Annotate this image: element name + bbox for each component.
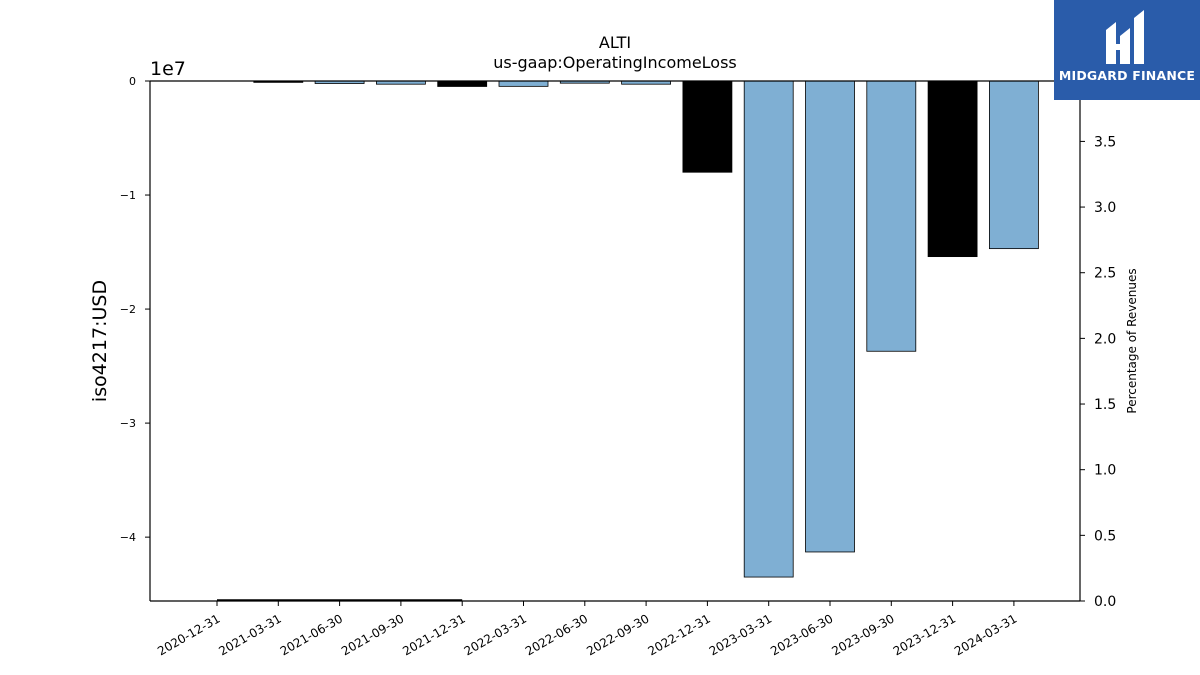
x-tick-label: 2023-03-31 — [707, 611, 774, 658]
bar-2023-12-31 — [927, 80, 978, 258]
y-tick-label: 0 — [129, 75, 136, 88]
x-tick-label: 2021-06-30 — [278, 611, 345, 658]
y-right-tick-label: 0.5 — [1094, 528, 1116, 544]
x-tick-label: 2023-06-30 — [768, 611, 835, 658]
y-tick-label: −2 — [120, 303, 136, 316]
y-right-tick-label: 1.5 — [1094, 397, 1116, 413]
y-right-tick-label: 0.0 — [1094, 594, 1116, 610]
x-tick-label: 2023-12-31 — [891, 611, 958, 658]
x-tick-label: 2022-12-31 — [645, 611, 712, 658]
y-right-tick-label: 2.5 — [1094, 266, 1116, 282]
y-right-tick-label: 1.0 — [1094, 463, 1116, 479]
y-tick-label: −3 — [120, 417, 136, 430]
y-right-tick-label: 2.0 — [1094, 331, 1116, 347]
brand-logo: MIDGARD FINANCE — [1054, 0, 1200, 100]
x-tick-label: 2021-09-30 — [339, 611, 406, 658]
brand-name: MIDGARD FINANCE — [1058, 68, 1196, 83]
y-axis-label: iso4217:USD — [89, 280, 111, 402]
x-tick-label: 2022-09-30 — [584, 611, 651, 658]
chart-title: ALTI — [599, 33, 631, 52]
midgard-m-logo-icon — [1106, 10, 1144, 64]
x-tick-label: 2023-09-30 — [829, 611, 896, 658]
chart-subtitle: us-gaap:OperatingIncomeLoss — [493, 53, 737, 72]
x-tick-label: 2022-06-30 — [523, 611, 590, 658]
bar-2023-03-31 — [743, 80, 794, 578]
bar-2023-06-30 — [805, 80, 855, 553]
x-tick-label: 2024-03-31 — [952, 611, 1019, 658]
bar-2022-03-31 — [498, 80, 549, 87]
x-tick-label: 2021-03-31 — [216, 611, 283, 658]
bar-2022-12-31 — [682, 80, 733, 173]
y-offset-label: 1e7 — [150, 58, 186, 80]
bars-group — [253, 80, 1039, 578]
x-tick-label: 2020-12-31 — [155, 611, 222, 658]
y-tick-label: −1 — [120, 189, 136, 202]
x-tick-label: 2021-12-31 — [400, 611, 467, 658]
bar-2023-09-30 — [866, 80, 917, 352]
y-tick-label: −4 — [120, 531, 136, 544]
x-tick-label: 2022-03-31 — [462, 611, 529, 658]
y-axis-right-label: Percentage of Revenues — [1125, 268, 1139, 413]
bar-2021-12-31 — [437, 80, 488, 87]
y-right-tick-label: 3.0 — [1094, 200, 1116, 216]
y-right-tick-label: 3.5 — [1094, 134, 1116, 150]
bar-2024-03-31 — [989, 80, 1039, 250]
